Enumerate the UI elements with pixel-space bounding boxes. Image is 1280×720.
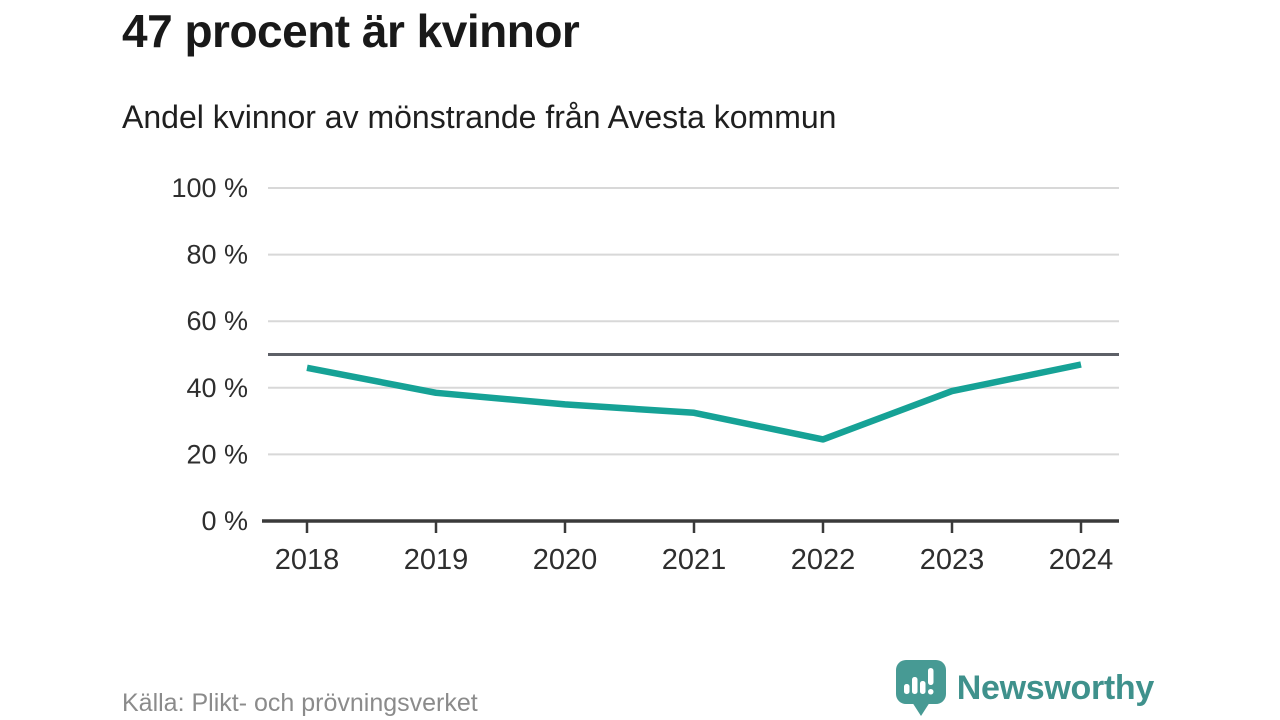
y-axis-tick-label: 60 % xyxy=(186,306,248,336)
x-axis-tick-label: 2022 xyxy=(791,544,856,576)
y-axis-tick-label: 100 % xyxy=(171,173,248,203)
chart-title: 47 procent är kvinnor xyxy=(122,5,580,57)
data-line-andel-kvinnor xyxy=(306,361,1082,443)
y-axis-tick-label: 0 % xyxy=(201,506,248,536)
y-axis-tick-label: 80 % xyxy=(186,240,248,270)
newsworthy-speech-bubble-bar-chart-icon xyxy=(895,660,946,716)
x-axis-tick-label: 2019 xyxy=(404,544,469,576)
x-axis-tick-label: 2021 xyxy=(662,544,727,576)
newsworthy-logo: Newsworthy xyxy=(895,660,1155,717)
x-axis-tick-label: 2024 xyxy=(1049,544,1114,576)
y-axis-tick-label: 20 % xyxy=(186,439,248,469)
y-axis-tick-label: 40 % xyxy=(186,373,248,403)
source-note: Källa: Plikt- och prövningsverket xyxy=(122,689,478,717)
x-axis-tick-label: 2023 xyxy=(920,544,985,576)
x-axis-tick-label: 2020 xyxy=(533,544,598,576)
x-axis-tick-label: 2018 xyxy=(275,544,340,576)
chart-subtitle: Andel kvinnor av mönstrande från Avesta … xyxy=(122,99,837,135)
newsworthy-wordmark: Newsworthy xyxy=(956,669,1155,707)
